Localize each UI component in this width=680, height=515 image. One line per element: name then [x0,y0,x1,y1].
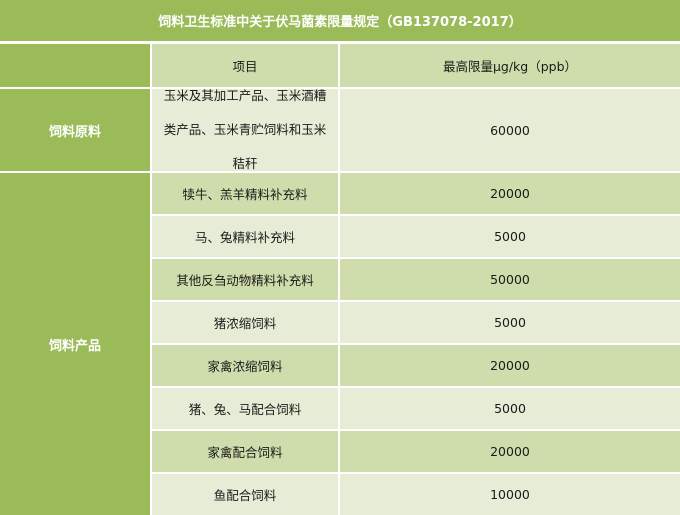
table-cell-limit: 5000 [340,302,680,343]
table-cell-item: 猪、兔、马配合饲料 [152,388,338,429]
table-cell-limit: 60000 [340,89,680,171]
table-cell-limit: 5000 [340,216,680,257]
table-title: 饲料卫生标准中关于伏马菌素限量规定（GB137078-2017） [0,0,680,41]
table-cell-limit: 20000 [340,431,680,472]
header-item: 项目 [152,44,338,87]
table-cell-item: 马、兔精料补充料 [152,216,338,257]
table-cell-item: 玉米及其加工产品、玉米酒糟类产品、玉米青贮饲料和玉米秸秆 [152,88,338,171]
table-cell-item: 猪浓缩饲料 [152,302,338,343]
table-cell-limit: 20000 [340,173,680,214]
table-cell-limit: 50000 [340,259,680,300]
table-cell-item: 家禽浓缩饲料 [152,345,338,386]
header-limit: 最高限量μg/kg（ppb） [340,44,680,87]
category-feed-materials: 饲料原料 [0,89,150,171]
table-cell-limit: 20000 [340,345,680,386]
table-cell-item: 鱼配合饲料 [152,474,338,515]
table-cell-item: 犊牛、羔羊精料补充料 [152,173,338,214]
table-cell-item: 家禽配合饲料 [152,431,338,472]
table-cell-limit: 10000 [340,474,680,515]
header-category-cell [0,44,150,87]
table-cell-limit: 5000 [340,388,680,429]
category-feed-products: 饲料产品 [0,173,150,515]
fumonisin-limits-table: 项目 最高限量μg/kg（ppb） 饲料原料 玉米及其加工产品、玉米酒糟类产品、… [0,44,680,515]
table-cell-item: 其他反刍动物精料补充料 [152,259,338,300]
